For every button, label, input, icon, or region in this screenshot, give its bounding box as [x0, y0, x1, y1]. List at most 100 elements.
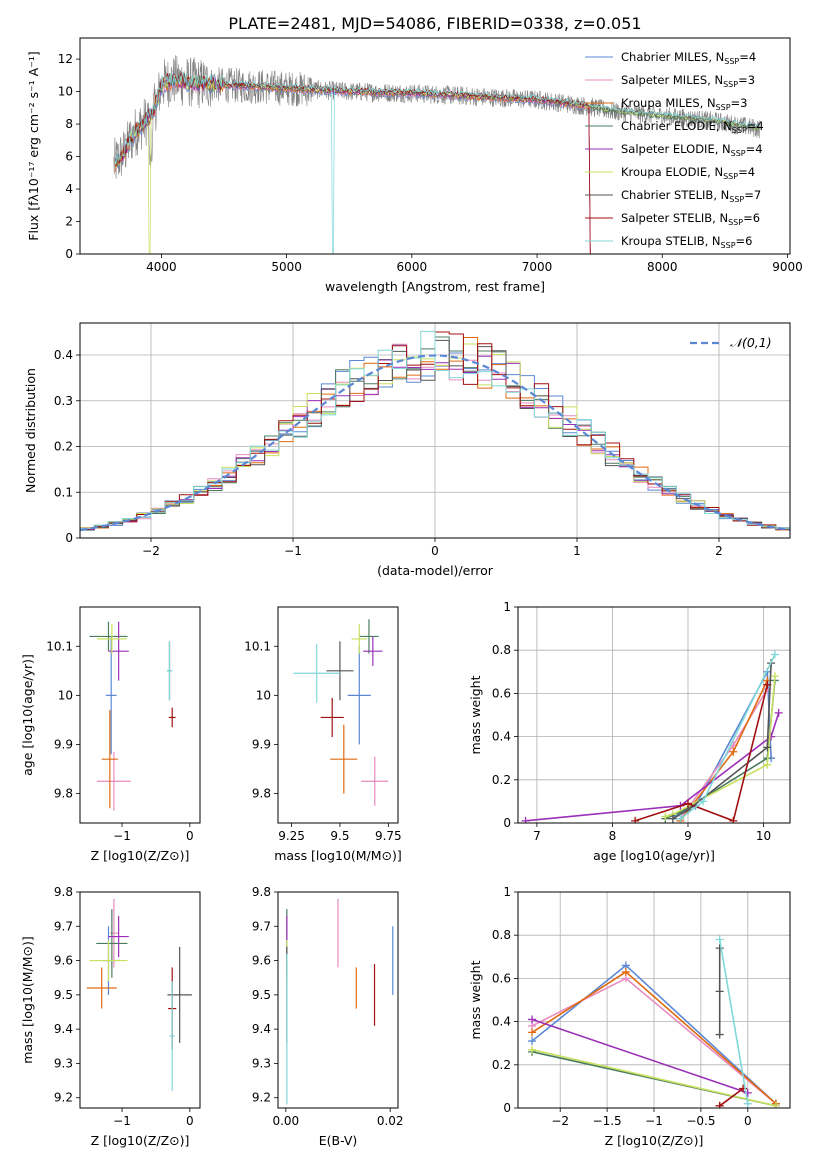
age-vs-mass-axes: 9.25 9.5 9.75 9.8 9.9 10 10.1 mass [log10(M/M⊙)…	[244, 606, 402, 863]
age-vs-Z-point-3	[89, 621, 128, 652]
weights-vs-age-marker	[770, 672, 779, 681]
legend-sub: SSP	[723, 80, 738, 89]
age-vs-Z-xtick-label: −1	[113, 829, 131, 843]
legend-sub: SSP	[716, 103, 731, 112]
mass-vs-EBV-ytick-label: 9.7	[252, 919, 271, 933]
legend-entry: Chabrier MILES, NSSP=4	[621, 50, 756, 66]
mass-vs-Z-ylabel: mass [log10(M/M⊙)]	[20, 936, 35, 1064]
weights-vs-age-marker	[729, 747, 738, 756]
age-vs-Z-plot-area	[89, 621, 176, 811]
age-vs-mass-point-7	[320, 697, 344, 738]
spectrum-plot-area	[113, 55, 761, 254]
weights-vs-Z-series-8	[718, 939, 749, 1104]
weights-vs-Z-ylabel: mass weight	[468, 960, 483, 1039]
age-vs-mass-ytick-label: 9.8	[252, 787, 271, 801]
spectrum-xtick-label: 4000	[146, 260, 177, 274]
weights-vs-age-xtick-label: 8	[609, 829, 617, 843]
legend-sub: SSP	[723, 172, 738, 181]
legend-entry: Kroupa ELODIE, NSSP=4	[621, 165, 755, 181]
weights-vs-age-xlabel: age [log10(age/yr)]	[593, 848, 715, 863]
legend-label: Salpeter STELIB, N	[621, 211, 728, 225]
weights-vs-Z-ticks: −2 −1.5 −1 −0.5 0 0 0.2 0.4 0.6 0.8 1	[492, 885, 752, 1128]
legend-suffix: =6	[736, 234, 753, 248]
weights-vs-Z-frame	[517, 891, 791, 1109]
mass-vs-Z-ytick-label: 9.3	[54, 1056, 73, 1070]
residuals-xtick-label: −1	[284, 544, 302, 558]
legend-entry: Salpeter STELIB, NSSP=6	[621, 211, 760, 227]
weights-vs-Z-marker	[528, 1028, 537, 1037]
spectrum-xtick-label: 7000	[522, 260, 553, 274]
weights-vs-Z-series-4	[531, 1018, 749, 1094]
spectrum-xtick-label: 5000	[271, 260, 302, 274]
age-vs-Z-ytick-label: 9.8	[54, 787, 73, 801]
weights-vs-age-frame	[517, 606, 791, 824]
age-vs-mass-frame	[277, 606, 399, 824]
legend-sub: SSP	[732, 126, 747, 135]
mass-vs-Z-ytick-label: 9.7	[54, 919, 73, 933]
spectrum-frame	[79, 37, 791, 255]
residuals-ticks: −2 −1 0 1 2 0 0.1 0.2 0.3 0.4	[54, 348, 723, 558]
age-vs-mass-point-8	[293, 643, 340, 703]
residuals-axes: −2 −1 0 1 2 0 0.1 0.2 0.3 0.4 (data-model)/error No…	[23, 322, 791, 578]
age-vs-mass-xtick-label: 9.75	[375, 829, 402, 843]
legend-label: Chabrier MILES, N	[621, 50, 724, 64]
legend-suffix: =4	[747, 119, 764, 133]
spectrum-ticks: 4000 5000 6000 7000 8000 9000 0 2 4 6 8 10 12	[58, 52, 803, 274]
weights-vs-age-marker	[521, 816, 530, 823]
weights-vs-age-xtick-label: 9	[684, 829, 692, 843]
spectrum-ytick-label: 8	[65, 117, 73, 131]
weights-vs-Z-marker	[528, 1015, 537, 1024]
legend-entry: Chabrier STELIB, NSSP=7	[621, 188, 761, 204]
spectrum-ytick-label: 12	[58, 52, 73, 66]
mass-vs-Z-point-8	[169, 981, 175, 1091]
age-vs-mass-point-0	[347, 646, 371, 745]
mass-vs-Z-frame	[79, 891, 201, 1109]
legend-suffix: =3	[738, 73, 755, 87]
age-vs-Z-ytick-label: 10.1	[46, 639, 73, 653]
residuals-frame	[79, 322, 791, 539]
weights-vs-age-marker	[763, 680, 772, 689]
spectrum-ytick-label: 2	[65, 215, 73, 229]
weights-vs-age-marker	[729, 816, 738, 823]
age-vs-Z-point-1	[96, 751, 131, 811]
legend-suffix: =4	[738, 165, 755, 179]
age-vs-Z-ylabel: age [log10(age/yr)]	[20, 654, 35, 776]
age-vs-Z-point-0	[105, 636, 117, 755]
weights-vs-age-ticks: 7 8 9 10 0 0.2 0.4 0.6 0.8 1	[492, 600, 771, 843]
residuals-ytick-label: 0.1	[54, 485, 73, 499]
weights-vs-Z-marker	[715, 987, 724, 996]
legend-entry: Salpeter ELODIE, NSSP=4	[621, 142, 763, 158]
age-vs-mass-xlabel: mass [log10(M/M⊙)]	[274, 848, 402, 863]
age-vs-mass-point-5	[351, 624, 368, 654]
weights-vs-age-ytick-label: 1	[503, 600, 511, 614]
mass-vs-Z-ytick-label: 9.5	[54, 988, 73, 1002]
mass-vs-EBV-ticks: 0.00 0.02 9.2 9.3 9.4 9.5 9.6 9.7 9.8	[252, 885, 404, 1128]
weights-vs-age-series-5	[665, 676, 776, 818]
mass-vs-Z-ytick-label: 9.8	[54, 885, 73, 899]
weights-vs-Z-marker	[715, 1030, 724, 1039]
mass-vs-EBV-ytick-label: 9.6	[252, 954, 271, 968]
legend-suffix: =4	[739, 50, 756, 64]
mass-vs-Z-ytick-label: 9.2	[54, 1091, 73, 1105]
mass-vs-Z-plot-area	[86, 898, 192, 1091]
legend-label: Salpeter MILES, N	[621, 73, 723, 87]
age-vs-mass-point-4	[363, 636, 383, 666]
age-vs-Z-axes: −1 0 9.8 9.9 10 10.1 Z [log10(Z/Z⊙)] age [log10…	[20, 606, 201, 863]
legend-sub: SSP	[721, 241, 736, 250]
age-vs-mass-point-6	[326, 641, 354, 701]
spectrum-ytick-label: 4	[65, 182, 73, 196]
weights-vs-Z-grid	[518, 891, 790, 1109]
legend-entry: Chabrier ELODIE, NSSP=4	[621, 119, 764, 135]
legend-sub: SSP	[729, 195, 744, 204]
weights-vs-Z-ytick-label: 1	[503, 885, 511, 899]
mass-vs-Z-xlabel: Z [log10(Z/Z⊙)]	[91, 1133, 190, 1148]
age-vs-Z-point-7	[168, 707, 176, 728]
age-vs-Z-frame	[79, 606, 201, 824]
residuals-legend-label: 𝒩(0,1)	[730, 335, 772, 350]
weights-vs-Z-marker	[743, 1088, 752, 1097]
weights-vs-Z-marker	[715, 944, 724, 953]
residuals-ytick-label: 0.4	[54, 348, 73, 362]
weights-vs-age-marker	[763, 743, 772, 752]
legend-label: Kroupa MILES, N	[621, 96, 716, 110]
